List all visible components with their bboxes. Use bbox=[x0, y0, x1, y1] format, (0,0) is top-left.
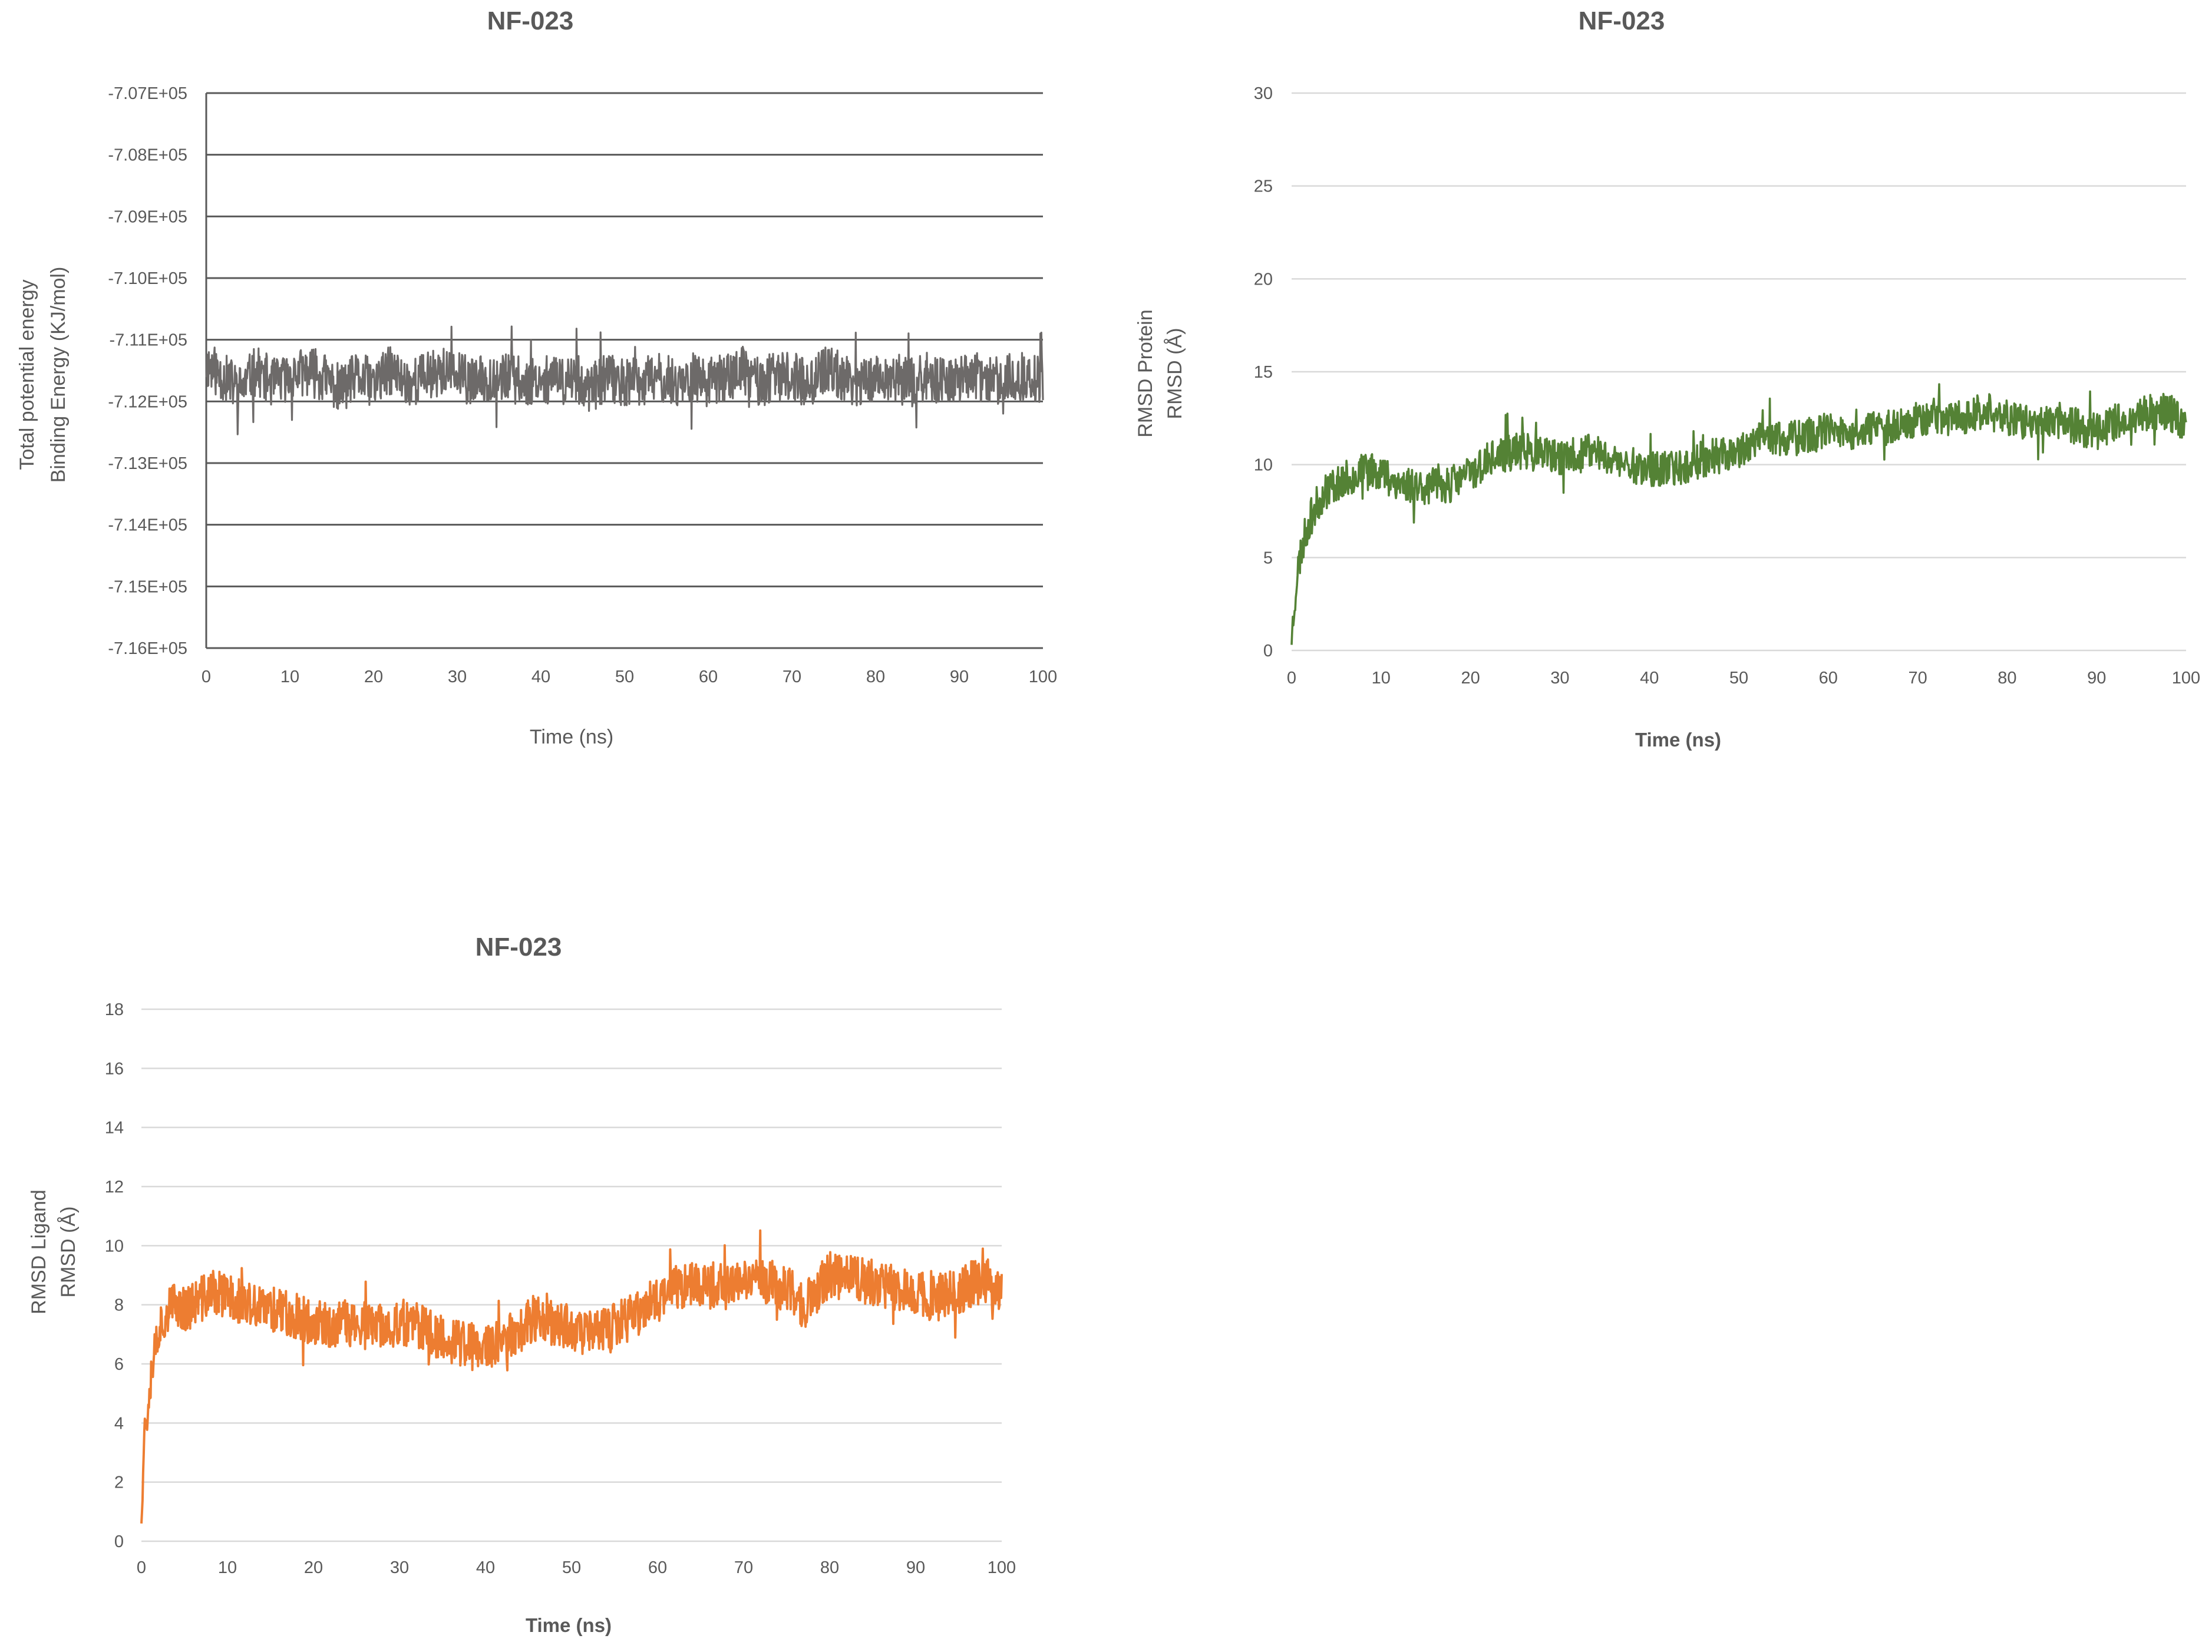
x-tick-label: 80 bbox=[820, 1558, 839, 1577]
y-axis-label-line1: RMSD Ligand bbox=[28, 1190, 50, 1314]
x-tick-label: 50 bbox=[615, 668, 634, 686]
y-tick-label: -7.16E+05 bbox=[108, 639, 187, 658]
x-tick-label: 40 bbox=[531, 668, 550, 686]
y-tick-label: 6 bbox=[114, 1355, 124, 1374]
x-tick-label: 0 bbox=[202, 668, 211, 686]
y-tick-label: 2 bbox=[114, 1473, 124, 1492]
y-tick-label: 5 bbox=[1263, 549, 1273, 567]
x-tick-label: 20 bbox=[304, 1558, 323, 1577]
chart-title: NF-023 bbox=[1579, 6, 1665, 35]
series-line bbox=[140, 1229, 1003, 1524]
x-tick-label: 100 bbox=[1029, 668, 1057, 686]
chart-title: NF-023 bbox=[476, 933, 562, 962]
x-tick-label: 90 bbox=[2087, 669, 2106, 688]
series-line bbox=[1290, 383, 2187, 645]
y-tick-label: -7.13E+05 bbox=[108, 454, 187, 473]
x-tick-label: 0 bbox=[1287, 669, 1296, 688]
x-tick-label: 20 bbox=[364, 668, 383, 686]
y-axis-label-line2: RMSD (Å) bbox=[57, 1207, 80, 1298]
x-axis-label: Time (ns) bbox=[530, 726, 613, 748]
series-line bbox=[205, 325, 1044, 435]
y-tick-label: 8 bbox=[114, 1296, 124, 1315]
y-tick-label: -7.07E+05 bbox=[108, 84, 187, 103]
x-axis-label: Time (ns) bbox=[526, 1614, 612, 1636]
y-axis-label-line2: RMSD (Å) bbox=[1164, 328, 1186, 419]
x-tick-label: 100 bbox=[988, 1558, 1016, 1577]
y-tick-label: 0 bbox=[1263, 642, 1273, 660]
x-tick-label: 40 bbox=[1640, 669, 1659, 688]
y-tick-label: 25 bbox=[1254, 177, 1273, 196]
x-tick-label: 50 bbox=[1729, 669, 1748, 688]
x-tick-label: 20 bbox=[1461, 669, 1480, 688]
y-tick-label: 15 bbox=[1254, 363, 1273, 382]
x-tick-label: 90 bbox=[950, 668, 969, 686]
y-tick-label: -7.15E+05 bbox=[108, 577, 187, 596]
x-tick-label: 10 bbox=[280, 668, 299, 686]
energy-chart: NF-023 -7.07E+05 -7.08E+05 -7.09E+05 -7.10E… bbox=[16, 6, 1057, 748]
x-tick-label: 80 bbox=[866, 668, 885, 686]
y-tick-label: -7.09E+05 bbox=[108, 207, 187, 226]
y-tick-label: 10 bbox=[1254, 456, 1273, 475]
y-tick-label: 4 bbox=[114, 1414, 124, 1433]
y-tick-label: -7.10E+05 bbox=[108, 269, 187, 288]
y-axis-label-line1: RMSD Protein bbox=[1134, 309, 1157, 437]
chart-title: NF-023 bbox=[487, 6, 574, 35]
x-tick-label: 40 bbox=[476, 1558, 495, 1577]
y-tick-label: -7.12E+05 bbox=[108, 392, 187, 411]
x-tick-label: 70 bbox=[1908, 669, 1927, 688]
y-tick-label: 0 bbox=[114, 1532, 124, 1551]
x-tick-label: 30 bbox=[448, 668, 467, 686]
x-tick-label: 10 bbox=[218, 1558, 237, 1577]
x-tick-label: 30 bbox=[390, 1558, 409, 1577]
x-tick-label: 80 bbox=[1998, 669, 2016, 688]
x-tick-label: 100 bbox=[2172, 669, 2200, 688]
y-tick-label: 10 bbox=[105, 1237, 124, 1255]
y-tick-label: 30 bbox=[1254, 84, 1273, 103]
y-tick-label: 16 bbox=[105, 1059, 124, 1078]
x-tick-label: 60 bbox=[648, 1558, 667, 1577]
x-tick-label: 70 bbox=[734, 1558, 753, 1577]
y-tick-label: -7.11E+05 bbox=[110, 331, 187, 350]
y-tick-label: 20 bbox=[1254, 270, 1273, 289]
y-tick-label: 14 bbox=[105, 1119, 124, 1138]
x-tick-label: 70 bbox=[783, 668, 801, 686]
x-tick-label: 90 bbox=[906, 1558, 925, 1577]
x-tick-label: 60 bbox=[699, 668, 718, 686]
x-axis-label: Time (ns) bbox=[1635, 729, 1721, 751]
y-tick-label: -7.14E+05 bbox=[108, 516, 187, 535]
x-tick-label: 10 bbox=[1372, 669, 1391, 688]
y-axis-label-line2: Binding Energy (KJ/mol) bbox=[47, 267, 70, 483]
y-tick-label: -7.08E+05 bbox=[108, 146, 187, 165]
x-tick-label: 50 bbox=[562, 1558, 581, 1577]
y-axis-label-line1: Total potential energy bbox=[16, 279, 38, 470]
x-tick-label: 60 bbox=[1819, 669, 1838, 688]
y-tick-label: 18 bbox=[105, 1000, 124, 1019]
x-tick-label: 30 bbox=[1550, 669, 1569, 688]
x-tick-label: 0 bbox=[137, 1558, 146, 1577]
y-tick-label: 12 bbox=[105, 1178, 124, 1197]
